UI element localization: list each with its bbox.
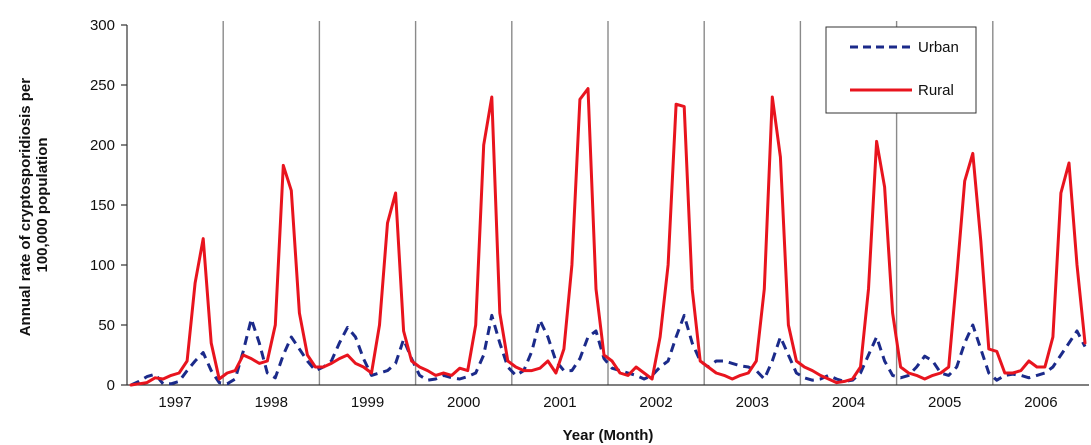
y-tick-label: 200 xyxy=(90,137,115,154)
x-tick-label: 1999 xyxy=(351,394,384,411)
x-axis-title: Year (Month) xyxy=(563,427,654,444)
y-axis-title: Annual rate of cryptosporidiosis per 100… xyxy=(17,74,51,337)
x-tick-label: 1997 xyxy=(158,394,191,411)
y-tick-label: 150 xyxy=(90,197,115,214)
y-tick-label: 0 xyxy=(107,377,115,394)
x-tick-label: 2004 xyxy=(832,394,865,411)
legend: Urban Rural xyxy=(825,26,977,114)
legend-box xyxy=(825,26,977,114)
y-axis-title-line-1: Annual rate of cryptosporidiosis per xyxy=(17,78,34,337)
legend-label-rural: Rural xyxy=(918,82,954,99)
x-tick-label: 2003 xyxy=(736,394,769,411)
x-tick-label: 2006 xyxy=(1024,394,1057,411)
year-separator-lines xyxy=(222,21,994,385)
y-tick-label: 100 xyxy=(90,257,115,274)
x-tick-label: 2005 xyxy=(928,394,961,411)
y-tick-label: 250 xyxy=(90,77,115,94)
legend-label-urban: Urban xyxy=(918,39,959,56)
x-tick-label: 1998 xyxy=(255,394,288,411)
x-tick-label: 2000 xyxy=(447,394,480,411)
series-line-rural xyxy=(129,87,1087,387)
series-lines xyxy=(129,87,1087,387)
y-tick-label: 50 xyxy=(98,317,115,334)
x-tick-label: 2002 xyxy=(639,394,672,411)
y-tick-labels: 0 50 100 150 200 250 300 xyxy=(90,17,127,394)
y-axis-title-line-2: 100,000 population xyxy=(34,137,51,272)
x-tick-labels: 1997 1998 1999 2000 2001 2002 2003 2004 2005 2006 xyxy=(158,394,1057,411)
y-tick-label: 300 xyxy=(90,17,115,34)
x-tick-label: 2001 xyxy=(543,394,576,411)
series-line-urban xyxy=(130,313,1087,387)
